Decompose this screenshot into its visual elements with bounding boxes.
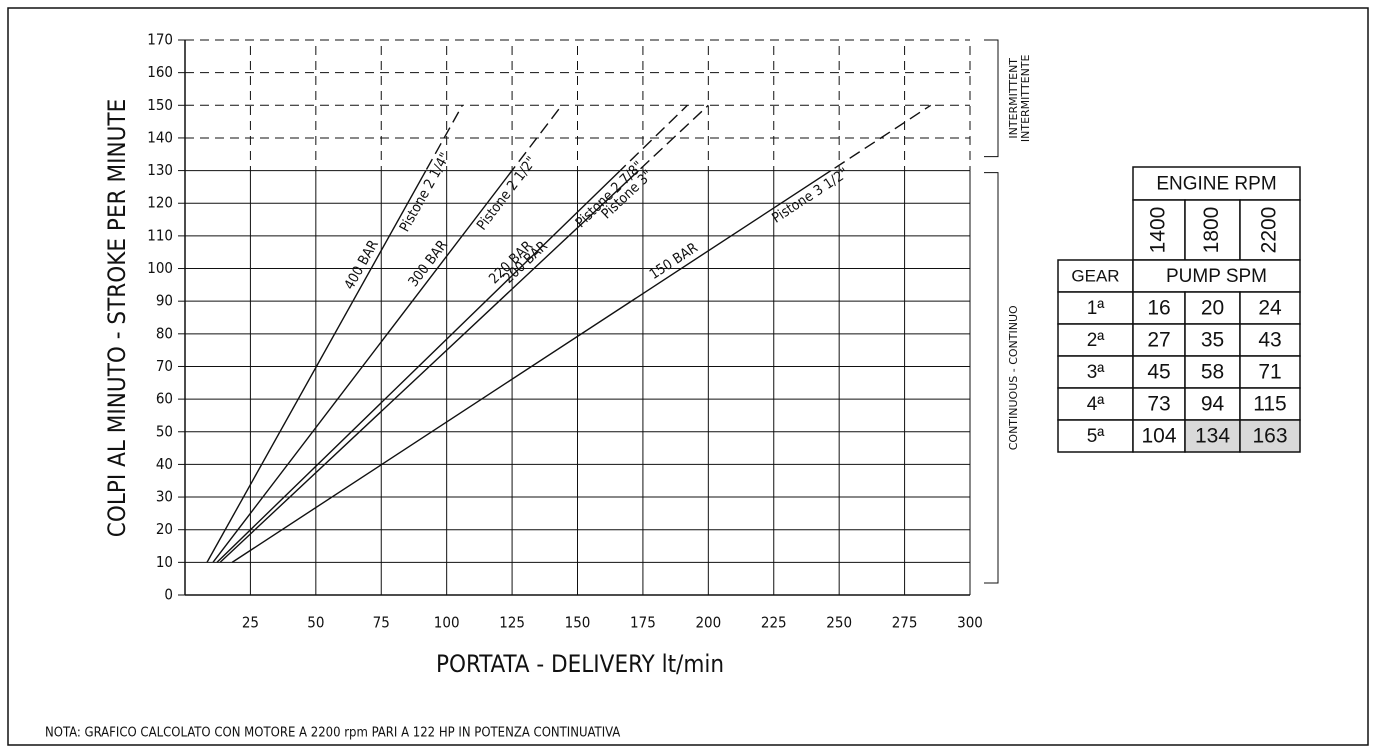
series-line (216, 170, 622, 563)
y-tick-label: 30 (156, 488, 173, 506)
gear-label: 2ª (1087, 330, 1106, 351)
spm-value: 73 (1147, 393, 1170, 416)
x-tick-label: 25 (242, 614, 259, 632)
x-tick-label: 225 (761, 614, 787, 632)
table-cell (1057, 259, 1134, 293)
rpm-label: 1800 (1200, 207, 1223, 254)
table-cell (1239, 323, 1301, 357)
table-cell (1239, 199, 1301, 261)
x-tick-label: 150 (565, 614, 591, 632)
x-tick-label: 275 (892, 614, 918, 632)
spm-value: 58 (1201, 361, 1224, 384)
spm-value: 163 (1252, 425, 1287, 448)
table-header: PUMP SPM (1166, 266, 1267, 287)
y-axis-label: COLPI AL MINUTO - STROKE PER MINUTE (103, 99, 131, 537)
spm-value: 16 (1147, 297, 1170, 320)
y-tick-label: 170 (147, 31, 173, 49)
pressure-label: 300 BAR (406, 237, 452, 290)
series-line (212, 170, 513, 563)
spm-value: 20 (1201, 297, 1224, 320)
zone-label: CONTINUOUS - CONTINUO (1007, 305, 1020, 450)
gear-label: 4ª (1087, 394, 1106, 415)
zone-label: INTERMITTENTE (1019, 54, 1032, 142)
y-tick-label: 50 (156, 422, 173, 440)
y-tick-label: 70 (156, 357, 173, 375)
table-cell (1184, 199, 1241, 261)
gear-label: 3ª (1087, 362, 1106, 383)
y-tick-label: 130 (147, 161, 173, 179)
series-line (219, 170, 640, 563)
table-cell (1239, 419, 1301, 453)
rpm-label: 1400 (1147, 207, 1170, 254)
note: NOTA: GRAFICO CALCOLATO CON MOTORE A 220… (45, 726, 620, 741)
spm-value: 24 (1258, 297, 1282, 320)
table-cell (1239, 291, 1301, 325)
table-cell (1132, 199, 1186, 261)
x-tick-label: 50 (307, 614, 324, 632)
spm-value: 43 (1258, 329, 1281, 352)
y-tick-label: 60 (156, 390, 173, 408)
series-line (206, 170, 427, 563)
x-tick-label: 125 (499, 614, 525, 632)
spm-value: 115 (1253, 393, 1286, 416)
y-tick-label: 150 (147, 96, 173, 114)
x-tick-label: 100 (434, 614, 460, 632)
spm-value: 104 (1141, 425, 1176, 448)
x-axis-label: PORTATA - DELIVERY lt/min (436, 650, 724, 678)
spm-value: 71 (1258, 361, 1281, 384)
table-cell (1057, 419, 1134, 453)
table-cell (1184, 291, 1241, 325)
line-label: Pistone 2 1/4" (397, 150, 454, 234)
x-tick-label: 175 (630, 614, 656, 632)
spm-value: 134 (1195, 425, 1230, 448)
spm-value: 35 (1201, 329, 1224, 352)
table-cell (1057, 291, 1134, 325)
spm-table: ENGINE RPM 1400 1800 2200 GEAR PUMP SPM 1ª 16 20… (1057, 166, 1301, 453)
table-cell (1184, 419, 1241, 453)
y-tick-label: 90 (156, 292, 173, 310)
x-tick-label: 75 (373, 614, 390, 632)
y-tick-label: 100 (147, 259, 173, 277)
table-header: ENGINE RPM (1156, 174, 1276, 195)
y-tick-label: 20 (156, 520, 173, 538)
y-tick-label: 40 (156, 455, 173, 473)
spm-value: 27 (1147, 329, 1170, 352)
y-tick-label: 120 (147, 194, 173, 212)
table-header: GEAR (1071, 266, 1119, 285)
zone-bracket (984, 39, 999, 158)
series-line (231, 170, 833, 563)
line-label: Pistone 2 1/2" (474, 154, 540, 234)
zone-bracket (984, 172, 999, 584)
y-tick-label: 160 (147, 63, 173, 81)
y-tick-label: 80 (156, 324, 173, 342)
y-tick-label: 110 (147, 226, 173, 244)
x-tick-label: 300 (957, 614, 983, 632)
gear-label: 1ª (1087, 298, 1106, 319)
y-tick-label: 140 (147, 128, 173, 146)
table-cell (1239, 387, 1301, 421)
frame (7, 7, 1369, 746)
spm-value: 94 (1201, 393, 1225, 416)
y-tick-label: 0 (164, 586, 173, 604)
table-cell (1132, 291, 1186, 325)
y-tick-label: 10 (156, 553, 173, 571)
x-tick-label: 250 (826, 614, 852, 632)
spm-value: 45 (1147, 361, 1170, 384)
table-cell (1132, 166, 1301, 201)
zone-label: INTERMITTENT (1007, 58, 1020, 139)
rpm-label: 2200 (1258, 207, 1281, 254)
gear-label: 5ª (1087, 426, 1106, 447)
x-tick-label: 200 (695, 614, 721, 632)
table-cell (1239, 355, 1301, 389)
